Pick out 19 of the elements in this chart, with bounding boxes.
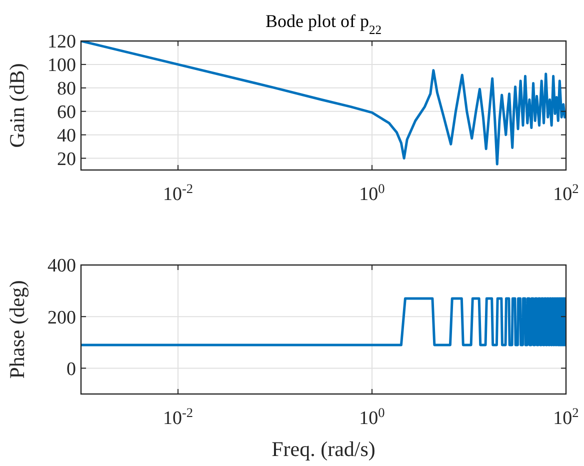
y-tick-label: 0	[66, 358, 76, 380]
y-tick-label: 100	[48, 55, 76, 76]
x-tick-label: 10$^{-2}$	[162, 180, 194, 205]
y-tick-label: 80	[57, 78, 76, 100]
y-tick-label: 120	[48, 32, 76, 53]
x-tick-label: 10$^{2}$	[553, 180, 579, 205]
x-tick-label: 10$^{0}$	[359, 180, 386, 205]
y-tick-label: 20	[57, 148, 76, 170]
y-axis-title: Phase (deg)	[5, 280, 29, 379]
y-tick-label: 400	[48, 256, 76, 277]
x-axis-title: Freq. (rad/s)	[272, 437, 376, 461]
y-axis-title: Gain (dB)	[5, 63, 29, 148]
y-tick-label: 200	[48, 307, 76, 328]
x-tick-label: 10$^{0}$	[359, 404, 386, 429]
x-tick-label: 10$^{2}$	[553, 404, 579, 429]
x-tick-label: 10$^{-2}$	[162, 404, 194, 429]
y-tick-label: 40	[57, 125, 76, 146]
chart-title: Bode plot of p$_{22}$	[265, 11, 382, 37]
y-tick-label: 60	[57, 102, 76, 124]
